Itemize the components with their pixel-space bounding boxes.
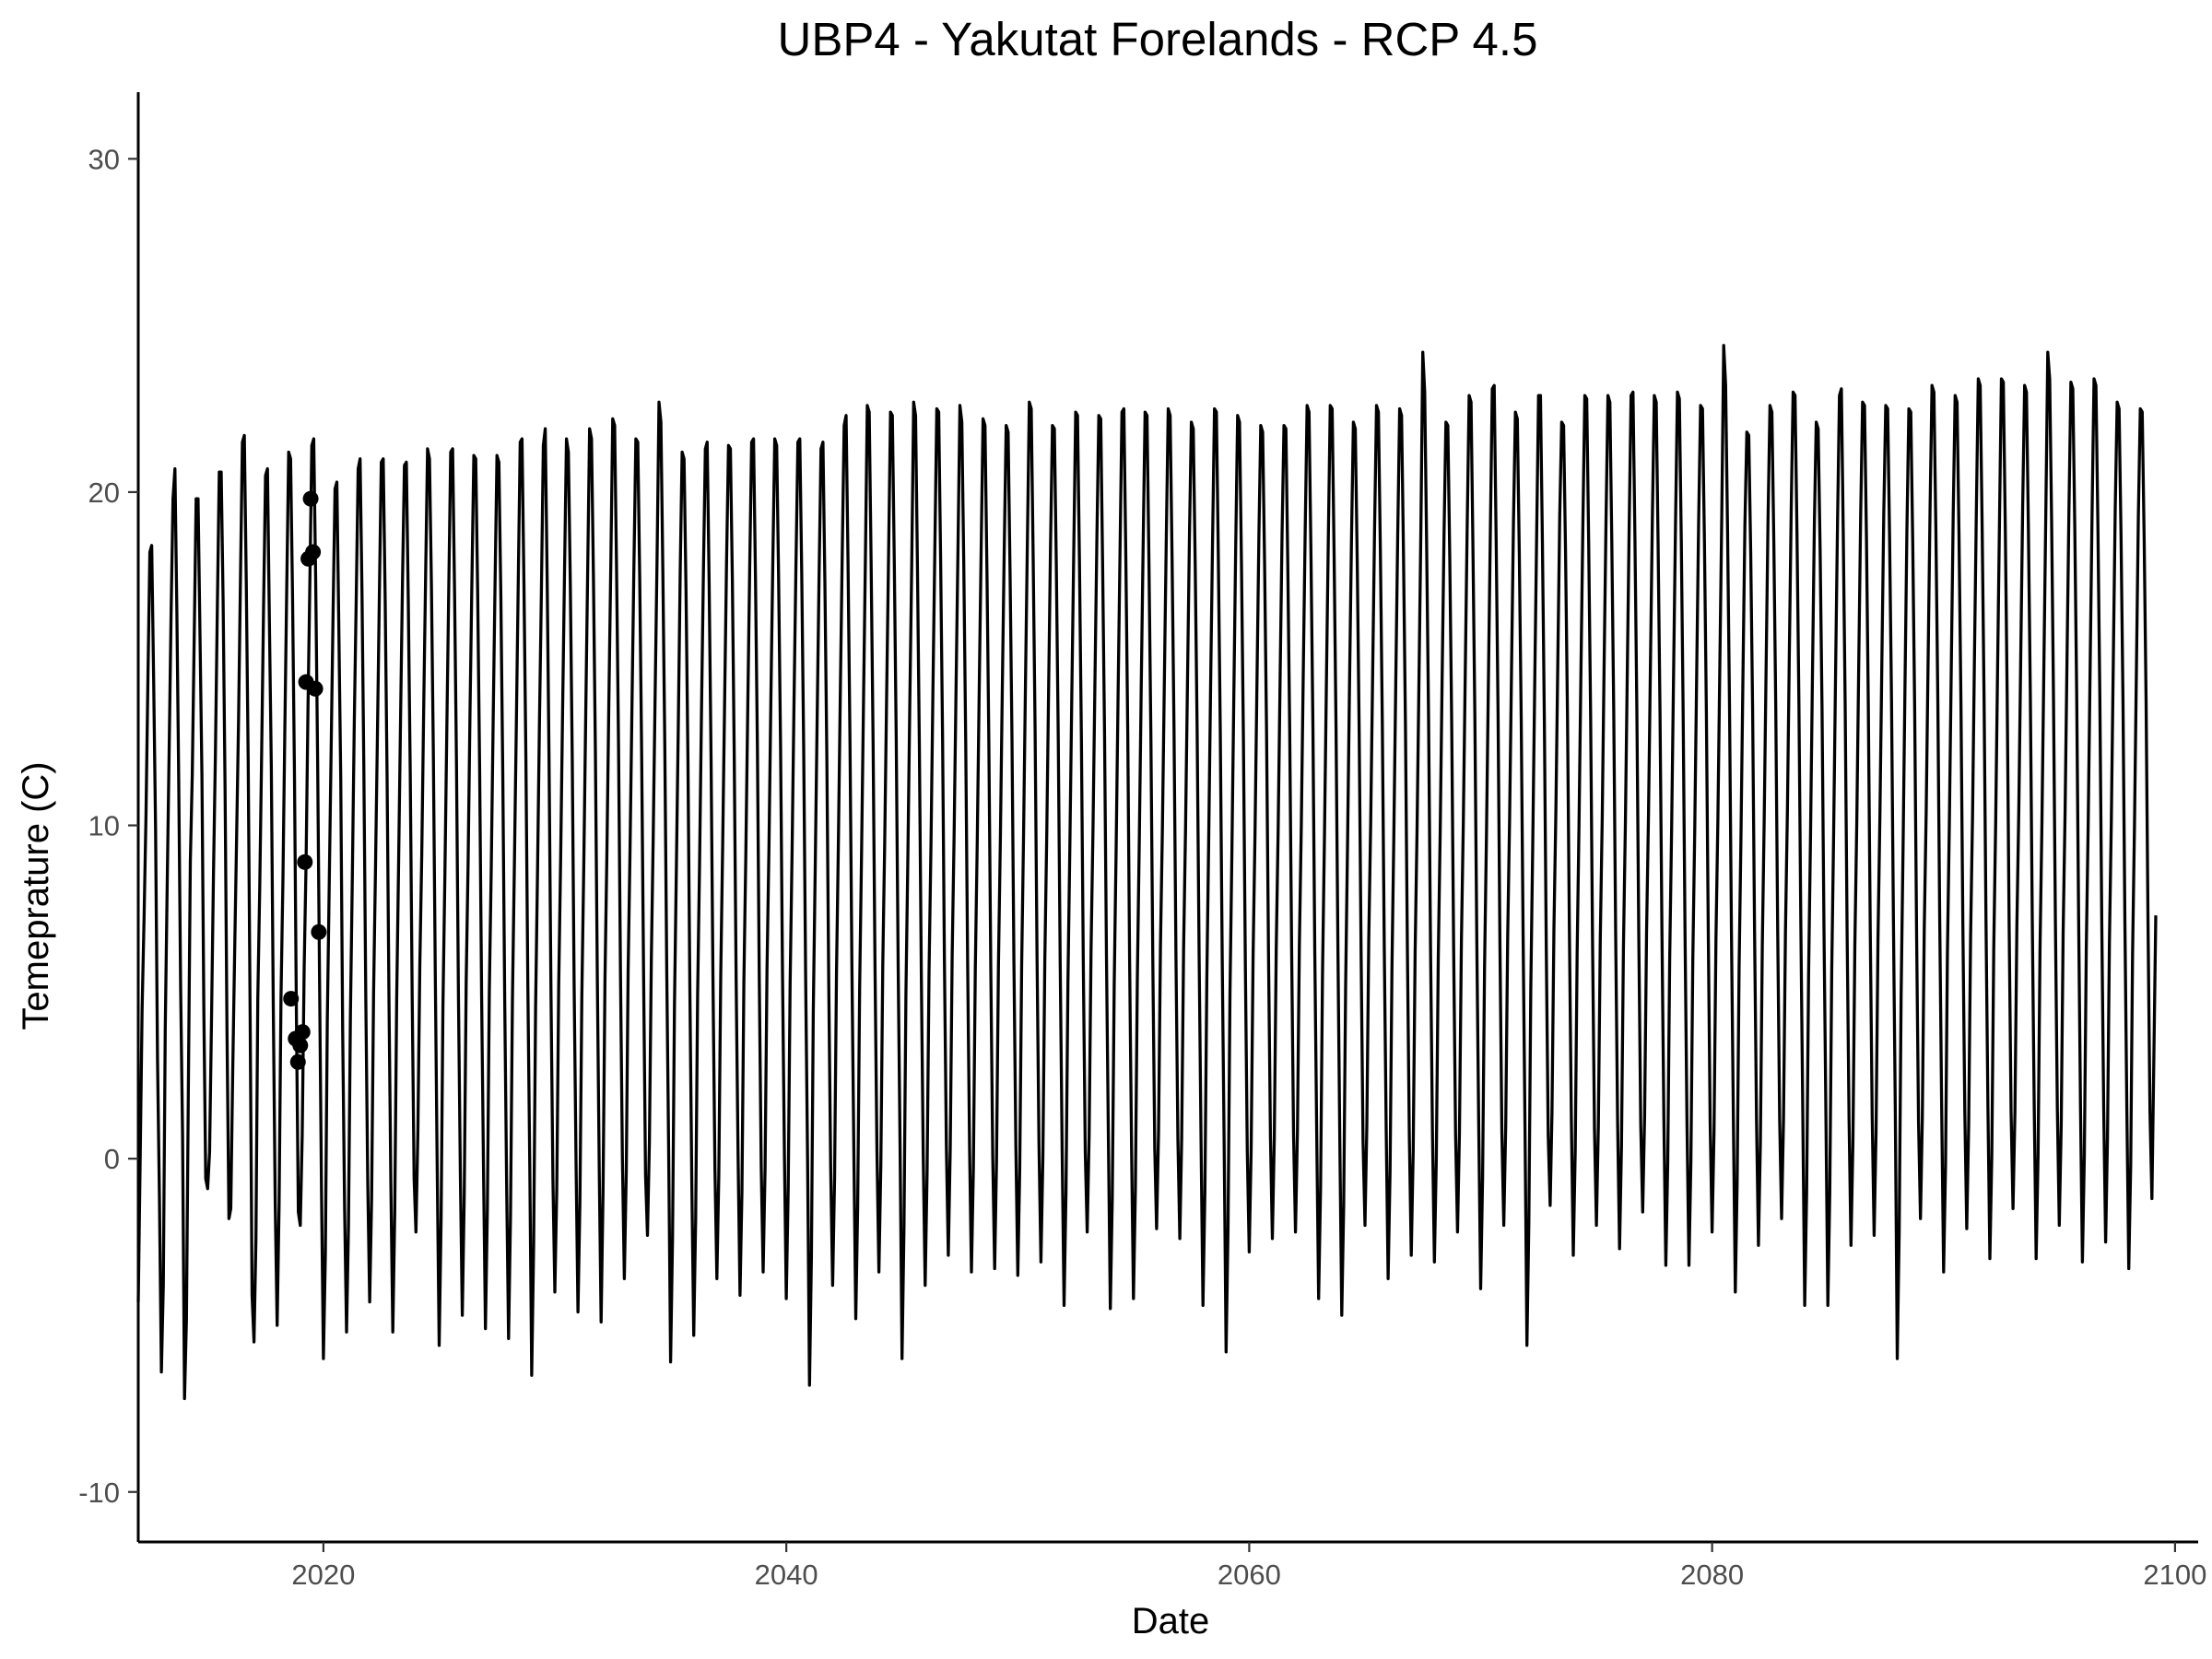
y-axis: -10 0 10 20 30 xyxy=(78,92,140,1542)
x-tick-label: 2100 xyxy=(2143,1559,2206,1591)
y-axis-title: Temeprature (C) xyxy=(16,761,56,1030)
observation-point xyxy=(294,1024,311,1041)
y-tick-label: 10 xyxy=(88,810,120,842)
x-axis: 2020 2040 2060 2080 2100 xyxy=(138,1540,2206,1591)
x-tick-label: 2060 xyxy=(1218,1559,1281,1591)
observation-point xyxy=(289,1053,306,1070)
observation-point xyxy=(283,991,300,1007)
y-tick-label: 0 xyxy=(104,1143,120,1175)
observation-point xyxy=(307,680,324,697)
observation-point xyxy=(311,924,327,940)
y-tick-label: -10 xyxy=(78,1477,120,1509)
x-axis-title: Date xyxy=(1132,1601,1210,1641)
y-tick-label: 20 xyxy=(88,477,120,509)
chart-title: UBP4 - Yakutat Forelands - RCP 4.5 xyxy=(778,13,1538,65)
observation-point xyxy=(305,544,322,560)
observation-point xyxy=(297,853,313,870)
x-tick-label: 2080 xyxy=(1680,1559,1744,1591)
y-tick-label: 30 xyxy=(88,143,120,175)
observation-point xyxy=(302,490,319,507)
observation-point xyxy=(292,1037,309,1053)
plot-area xyxy=(136,344,2158,1401)
x-tick-label: 2040 xyxy=(755,1559,818,1591)
x-tick-label: 2020 xyxy=(291,1559,355,1591)
series-line-0 xyxy=(136,344,2158,1401)
